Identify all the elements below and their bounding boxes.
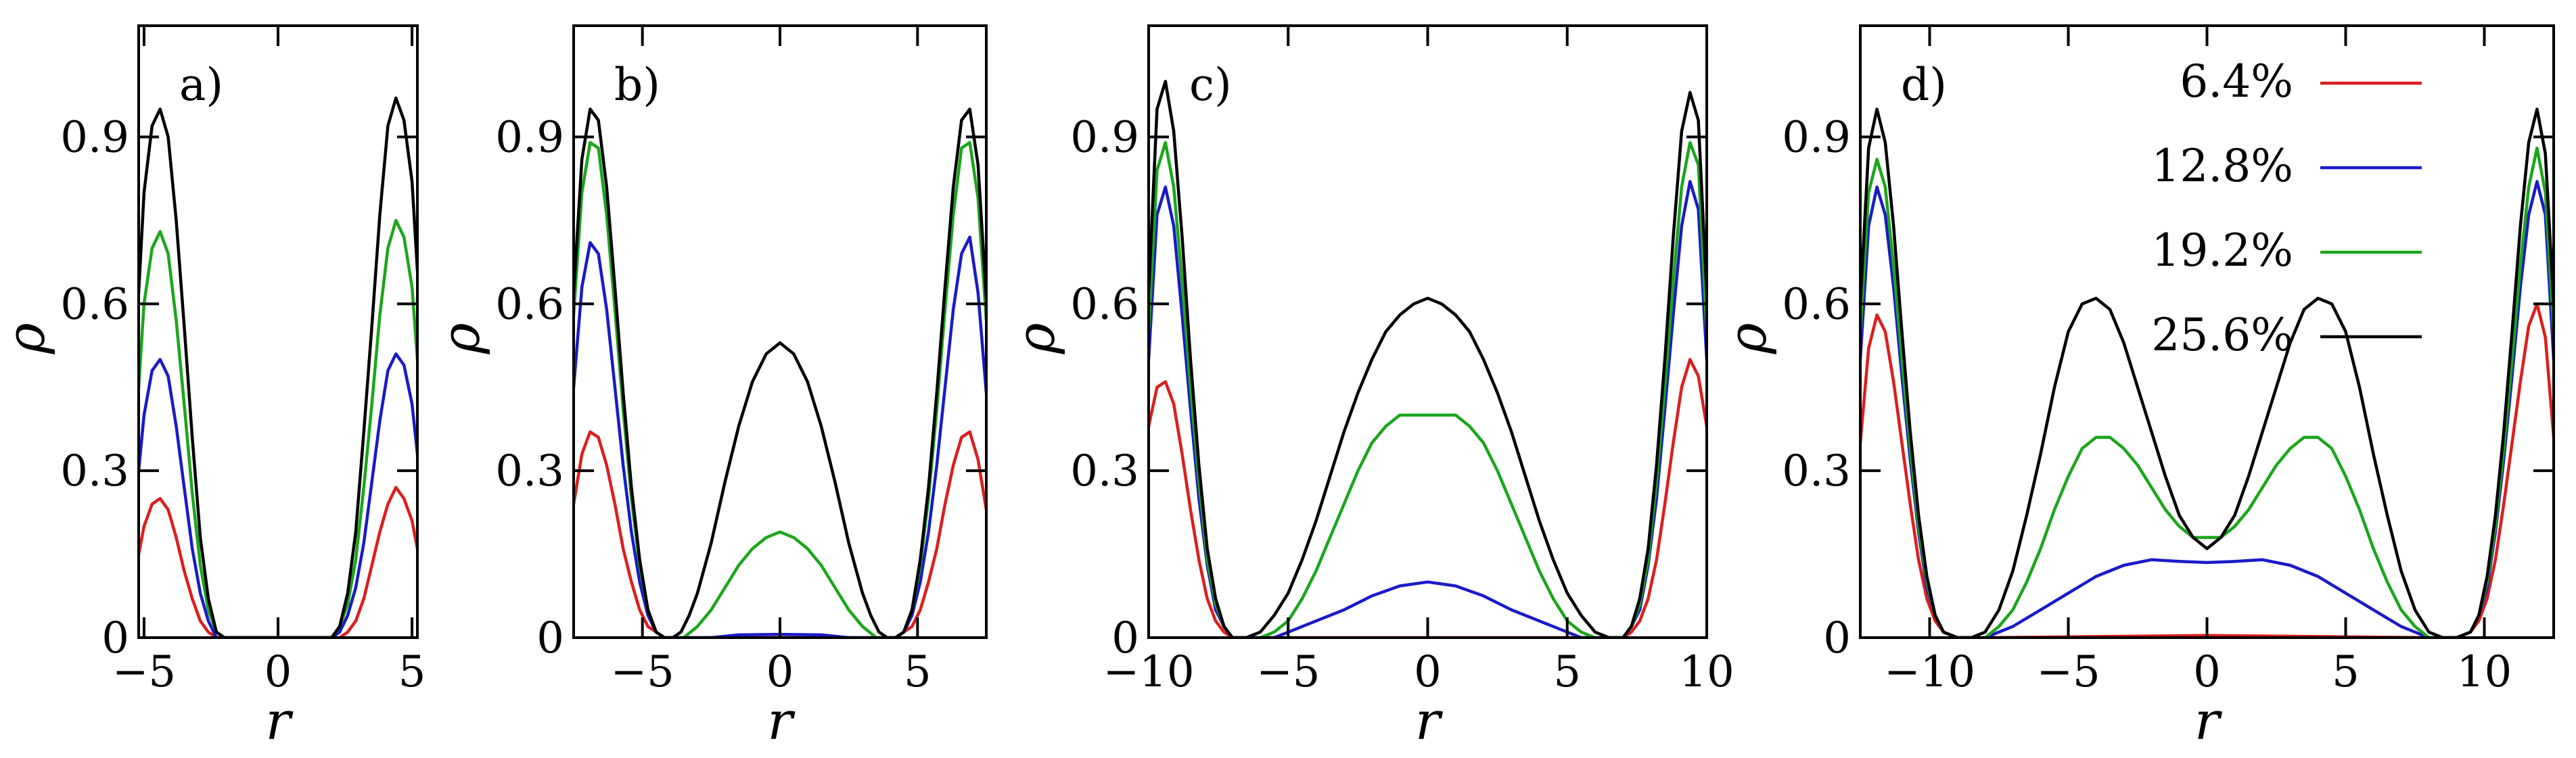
panel-label: b) [614, 59, 660, 111]
series-line-6-4pct [1149, 358, 1707, 638]
x-tick-label: 10 [2457, 647, 2512, 697]
plot-frame [1147, 24, 1708, 639]
y-tick-label: 0.6 [495, 279, 564, 329]
x-tick-label: 0 [264, 647, 292, 697]
series-line-25-6pct [1149, 80, 1707, 638]
y-tick-label: 0 [1823, 613, 1851, 663]
panel-label: a) [179, 59, 223, 111]
x-tick-label: 5 [1553, 647, 1581, 697]
y-tick-label: 0.9 [1070, 113, 1139, 163]
series-line-25-6pct [139, 96, 417, 638]
series-line-6-4pct [139, 485, 417, 638]
panel-d: 0 0.3 0.6 0.9 −10 −5 0 5 10 r ρ d) 6.4% 12.8% 19.2% 25.… [1718, 24, 2555, 752]
x-tick-label: 10 [1679, 647, 1734, 697]
x-tick-label: 0 [766, 647, 794, 697]
x-tick-label: −5 [610, 647, 674, 697]
x-axis-label: r [265, 691, 294, 752]
y-tick-label: 0.9 [60, 113, 129, 163]
x-axis-label: r [767, 691, 796, 752]
series-group [1860, 108, 2554, 638]
series-line-12-8pct [1149, 180, 1707, 638]
y-tick-label: 0 [1111, 613, 1139, 663]
y-tick-label: 0 [101, 613, 129, 663]
legend-label: 12.8% [2151, 140, 2293, 192]
panel-label: c) [1189, 59, 1232, 111]
x-tick-label: −10 [1103, 647, 1194, 697]
series-line-12-8pct [574, 235, 986, 638]
series-line-19-2pct [139, 218, 417, 638]
y-tick-label: 0.6 [60, 279, 129, 329]
x-tick-label: −5 [2036, 647, 2100, 697]
x-tick-label: 0 [1414, 647, 1442, 697]
y-tick-label: 0.9 [495, 113, 564, 163]
y-tick-label: 0.3 [1782, 446, 1851, 496]
panel-label: d) [1901, 59, 1947, 111]
y-tick-label: 0.9 [1782, 113, 1851, 163]
y-axis-label: ρ [431, 323, 492, 354]
x-tick-label: 0 [2193, 647, 2221, 697]
legend: 6.4% 12.8% 19.2% 25.6% [2151, 55, 2422, 361]
x-axis-label: r [2194, 691, 2223, 752]
x-axis-label: r [1415, 691, 1444, 752]
series-line-19-2pct [1860, 146, 2554, 638]
y-tick-label: 0.3 [60, 446, 129, 496]
y-axis-label: ρ [1718, 323, 1778, 354]
legend-label: 25.6% [2151, 309, 2293, 361]
y-tick-label: 0.3 [1070, 446, 1139, 496]
panel-c: 0 0.3 0.6 0.9 −10 −5 0 5 10 r ρ c) [1006, 24, 1734, 752]
x-tick-label: −5 [112, 647, 176, 697]
plot-frame [572, 24, 988, 639]
series-line-25-6pct [574, 108, 986, 638]
y-tick-label: 0.6 [1782, 279, 1851, 329]
series-line-12-8pct [139, 352, 417, 638]
x-tick-label: 5 [398, 647, 426, 697]
series-line-19-2pct [1149, 141, 1707, 638]
series-group [1149, 80, 1707, 638]
series-line-6-4pct [574, 430, 986, 638]
y-tick-label: 0.6 [1070, 279, 1139, 329]
series-group [574, 108, 986, 638]
series-group [139, 96, 417, 638]
y-axis-label: ρ [0, 323, 57, 354]
y-tick-label: 0 [536, 613, 564, 663]
x-tick-label: 5 [2332, 647, 2360, 697]
x-tick-label: −5 [1256, 647, 1320, 697]
series-line-25-6pct [1860, 108, 2554, 638]
panel-b: 0 0.3 0.6 0.9 −5 0 5 r ρ b) [431, 24, 988, 752]
x-tick-label: −10 [1884, 647, 1975, 697]
y-axis-label: ρ [1006, 323, 1067, 354]
x-tick-label: 5 [904, 647, 932, 697]
y-tick-label: 0.3 [495, 446, 564, 496]
legend-label: 6.4% [2180, 55, 2293, 108]
legend-label: 19.2% [2151, 224, 2293, 277]
